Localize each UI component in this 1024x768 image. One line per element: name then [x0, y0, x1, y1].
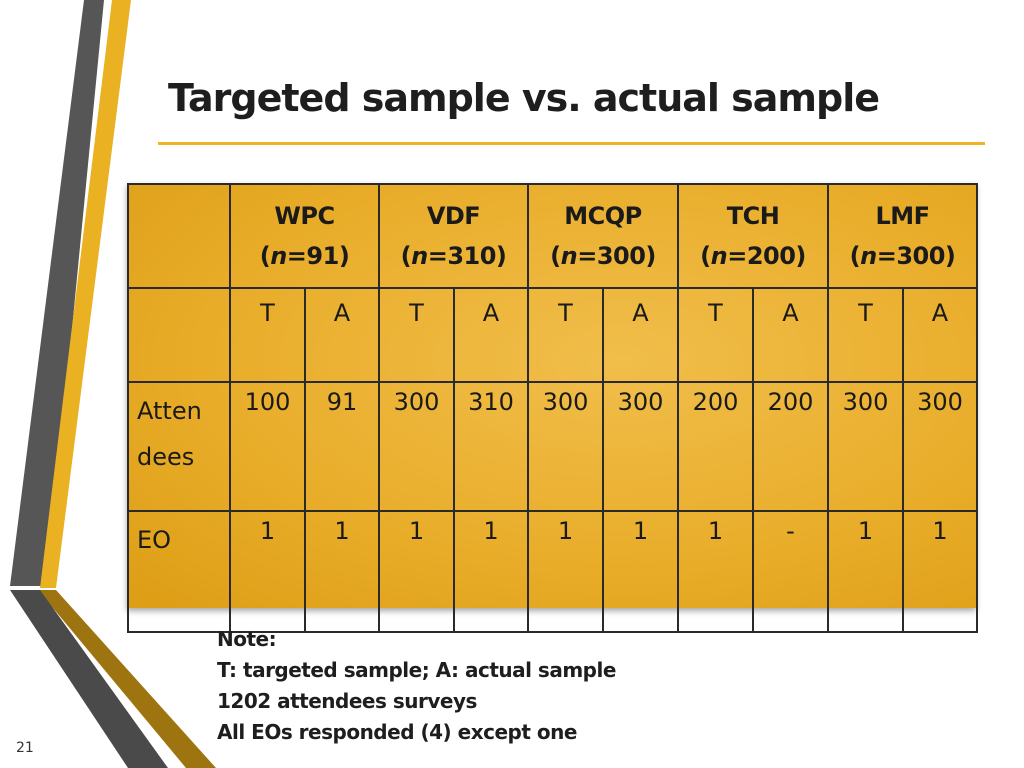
subheader-cell: T — [378, 287, 456, 383]
table-cell: 300 — [527, 381, 605, 512]
n-value: =300 — [876, 242, 946, 270]
group-header-vdf: VDF (n=310) — [378, 183, 530, 289]
n-value: =91 — [286, 242, 340, 270]
table-cell: 1 — [378, 510, 456, 633]
subheader-cell: A — [902, 287, 979, 383]
gray-bar-lower — [10, 590, 168, 768]
n-symbol: n — [710, 242, 728, 270]
table-cell: 1 — [229, 510, 306, 633]
table-cell: 1 — [453, 510, 530, 633]
n-symbol: n — [270, 242, 287, 270]
table-cell: 1 — [602, 510, 680, 633]
n-symbol: n — [560, 242, 578, 270]
group-name: MCQP — [564, 202, 642, 230]
sample-table-container: WPC (n=91) VDF (n=310) MCQP (n=300) TCH (n=2… — [127, 183, 979, 633]
subheader-corner-cell — [127, 287, 231, 383]
note-heading: Note: — [217, 627, 277, 651]
table-cell: 1 — [527, 510, 605, 633]
gold-bar-upper — [40, 0, 131, 588]
group-header-wpc: WPC (n=91) — [228, 183, 381, 289]
note-line: T: targeted sample; A: actual sample — [217, 658, 616, 682]
group-header-mcqp: MCQP (n=300) — [527, 183, 680, 289]
sample-table: WPC (n=91) VDF (n=310) MCQP (n=300) TCH (n=2… — [127, 183, 979, 633]
row-label-line: dees — [137, 443, 195, 471]
subheader-cell: A — [752, 287, 830, 383]
row-label-line: EO — [137, 526, 172, 554]
group-name: VDF — [426, 202, 481, 230]
table-cell: 91 — [303, 381, 381, 512]
note-block: Note: T: targeted sample; A: actual samp… — [217, 624, 616, 748]
n-value: =200 — [727, 242, 796, 270]
n-symbol: n — [860, 242, 877, 270]
subheader-cell: T — [677, 287, 755, 383]
group-name: LMF — [875, 202, 930, 230]
title-underline — [158, 142, 985, 145]
table-cell: - — [752, 510, 830, 633]
table-cell: 300 — [378, 381, 456, 512]
gray-bar-upper — [10, 0, 104, 586]
table-cell: 300 — [602, 381, 680, 512]
group-header-lmf: LMF (n=300) — [827, 183, 979, 289]
note-line: 1202 attendees surveys — [217, 689, 477, 713]
table-cell: 200 — [752, 381, 830, 512]
subheader-cell: T — [827, 287, 905, 383]
table-cell: 300 — [902, 381, 979, 512]
subheader-cell: T — [527, 287, 605, 383]
table-cell: 310 — [453, 381, 530, 512]
group-header-row: WPC (n=91) VDF (n=310) MCQP (n=300) TCH (n=2… — [127, 183, 979, 289]
row-label: EO — [127, 510, 231, 633]
subheader-cell: A — [602, 287, 680, 383]
table-cell: 100 — [229, 381, 306, 512]
table-cell: 200 — [677, 381, 755, 512]
subheader-cell: T — [229, 287, 306, 383]
subheader-cell: A — [303, 287, 381, 383]
n-symbol: n — [411, 242, 428, 270]
table-cell: 1 — [902, 510, 979, 633]
group-header-tch: TCH (n=200) — [677, 183, 830, 289]
note-line: All EOs responded (4) except one — [217, 720, 577, 744]
subheader-row: T A T A T A T A T A — [127, 287, 979, 383]
group-name: WPC — [274, 202, 335, 230]
slide-title: Targeted sample vs. actual sample — [168, 76, 880, 120]
table-cell: 300 — [827, 381, 905, 512]
table-cell: 1 — [827, 510, 905, 633]
gold-bar-lower — [38, 590, 216, 768]
n-value: =300 — [577, 242, 646, 270]
table-row-eo: EO 1 1 1 1 1 1 1 - 1 1 — [127, 510, 979, 633]
n-value: =310 — [427, 242, 497, 270]
table-cell: 1 — [677, 510, 755, 633]
page-number: 21 — [16, 740, 34, 756]
table-row-attendees: Atten dees 100 91 300 310 300 300 200 200… — [127, 381, 979, 512]
row-label: Atten dees — [127, 381, 231, 512]
subheader-cell: A — [453, 287, 530, 383]
table-cell: 1 — [303, 510, 381, 633]
row-label-line: Atten — [137, 397, 202, 425]
corner-cell — [127, 183, 231, 289]
group-name: TCH — [726, 202, 780, 230]
